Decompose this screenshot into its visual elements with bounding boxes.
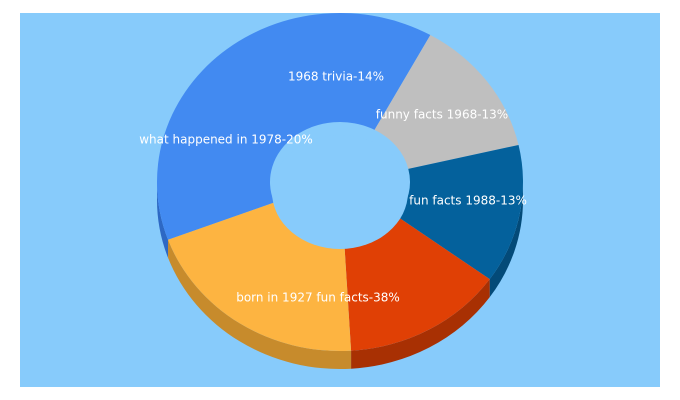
slice-1[interactable] <box>374 35 519 169</box>
slice-2[interactable] <box>397 144 523 280</box>
chart-background: born in 1927 fun facts-38% fun facts 1988… <box>20 13 660 387</box>
slice-label-2: funny facts 1968-13% <box>376 108 508 122</box>
slice-label-4: what happened in 1978-20% <box>139 133 313 147</box>
slice-0[interactable] <box>157 13 431 240</box>
donut-depth <box>157 182 523 369</box>
donut-chart: born in 1927 fun facts-38% fun facts 1988… <box>20 13 660 387</box>
slice-label-0: born in 1927 fun facts-38% <box>236 291 400 305</box>
slice-side-0 <box>157 182 169 258</box>
slice-3[interactable] <box>344 216 490 351</box>
donut-slices <box>157 13 523 351</box>
donut-hole <box>272 135 408 249</box>
slice-side-2 <box>489 182 523 298</box>
slice-side-3 <box>351 279 490 369</box>
slice-labels: born in 1927 fun facts-38% fun facts 1988… <box>139 70 527 305</box>
slice-side-4 <box>168 239 352 369</box>
slice-label-3: 1968 trivia-14% <box>288 70 384 84</box>
slice-label-1: fun facts 1988-13% <box>409 194 527 208</box>
